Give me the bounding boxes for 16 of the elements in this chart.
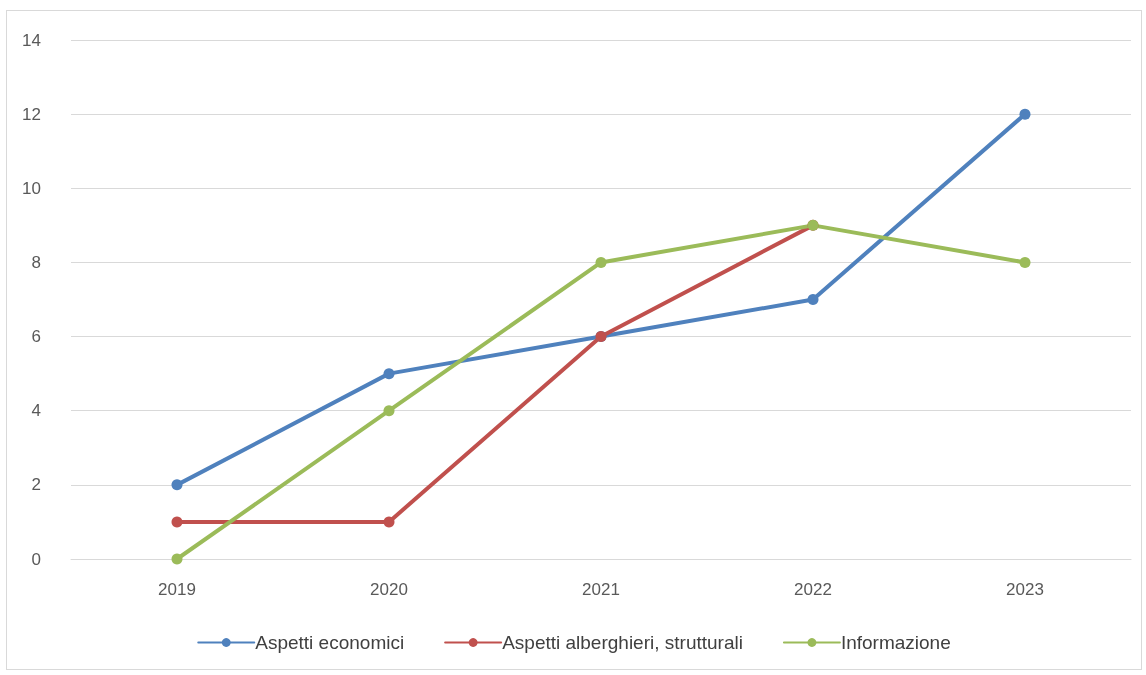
y-tick-label: 12: [22, 104, 41, 124]
y-tick-label: 14: [22, 30, 41, 50]
y-tick-label: 10: [22, 178, 41, 198]
legend-label: Informazione: [840, 632, 951, 653]
legend-label: Aspetti economici: [255, 632, 405, 653]
y-tick-label: 4: [31, 401, 41, 421]
x-tick-label: 2022: [794, 580, 832, 599]
y-tick-label: 6: [31, 327, 41, 347]
x-tick-label: 2020: [370, 580, 408, 599]
x-tick-label: 2023: [1006, 580, 1044, 599]
x-tick-label: 2021: [582, 580, 620, 599]
x-tick-label: 2019: [158, 580, 196, 599]
legend-label: Aspetti alberghieri, strutturali: [502, 632, 743, 653]
y-tick-label: 2: [31, 475, 41, 495]
y-tick-label: 0: [31, 549, 41, 569]
y-tick-label: 8: [31, 252, 41, 272]
